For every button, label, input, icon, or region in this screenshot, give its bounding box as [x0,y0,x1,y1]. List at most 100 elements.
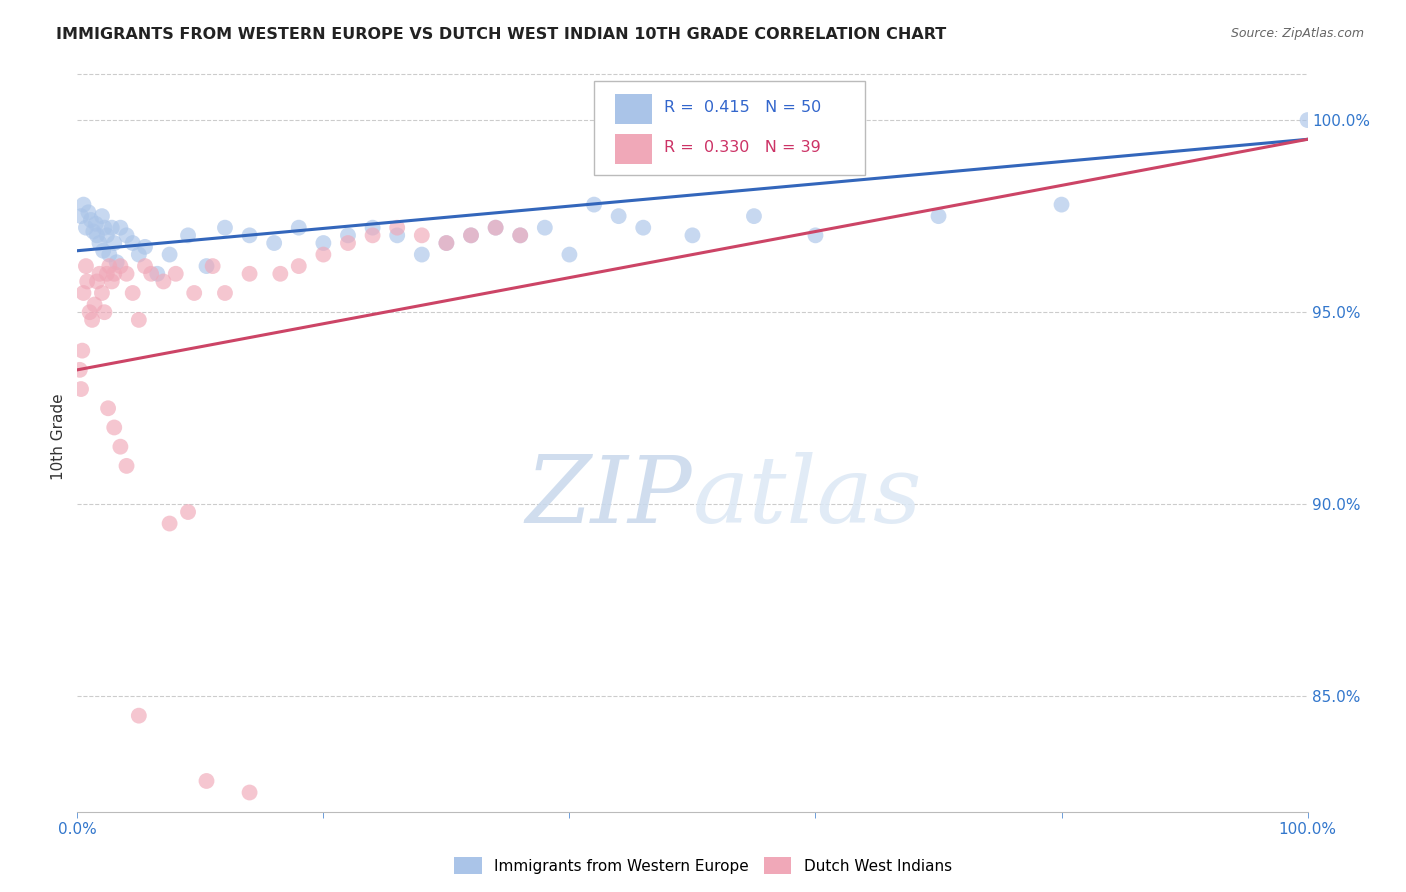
Point [195,774,218,789]
Point [387,220,409,235]
Point [128,708,150,723]
Point [84,217,107,231]
Point [558,247,581,261]
Point [103,267,125,281]
Point [134,259,156,273]
Point [70,209,93,223]
Point [165,267,187,281]
Point [742,209,765,223]
Point [460,228,482,243]
Point [436,235,458,250]
Point [110,440,132,454]
Point [82,313,104,327]
Point [80,213,103,227]
Point [121,235,143,250]
Point [75,220,97,235]
Point [86,228,108,243]
Point [77,205,100,219]
Point [121,285,143,300]
Point [93,305,115,319]
Point [436,235,458,250]
Point [288,259,311,273]
Point [239,785,262,799]
Point [101,220,124,235]
Point [115,458,138,473]
Point [96,228,118,243]
Point [269,267,291,281]
Point [128,313,150,327]
Point [89,235,111,250]
Point [509,228,531,243]
Point [101,275,124,289]
Point [239,228,262,243]
Point [1296,113,1319,128]
Point [134,240,156,254]
Point [411,247,433,261]
Point [146,267,169,281]
Point [83,297,105,311]
Text: R =  0.330   N = 39: R = 0.330 N = 39 [664,140,821,154]
Point [97,401,120,416]
Point [86,275,108,289]
Point [115,267,138,281]
Point [115,228,138,243]
Point [633,220,655,235]
Point [141,267,163,281]
Point [128,247,150,261]
Point [928,209,950,223]
Point [103,420,125,434]
Legend: Immigrants from Western Europe, Dutch West Indians: Immigrants from Western Europe, Dutch We… [449,851,957,880]
Point [201,259,224,273]
Point [214,220,236,235]
Point [75,259,97,273]
Bar [614,134,652,163]
Point [682,228,704,243]
Point [110,259,132,273]
Text: ZIP: ZIP [526,452,693,542]
Point [159,516,181,531]
Point [485,220,508,235]
Point [387,228,409,243]
Point [72,285,94,300]
Point [288,220,311,235]
Point [177,505,200,519]
Point [72,197,94,211]
Point [110,220,132,235]
Point [98,247,121,261]
Point [76,275,98,289]
Point [460,228,482,243]
Point [411,228,433,243]
Point [69,363,91,377]
Point [70,343,93,358]
Point [183,285,205,300]
Point [804,228,827,243]
Text: IMMIGRANTS FROM WESTERN EUROPE VS DUTCH WEST INDIAN 10TH GRADE CORRELATION CHART: IMMIGRANTS FROM WESTERN EUROPE VS DUTCH … [56,27,946,42]
Point [583,197,606,211]
Point [90,209,114,223]
Point [159,247,181,261]
Point [70,382,93,396]
Point [91,244,114,258]
Text: atlas: atlas [693,452,922,542]
Point [103,235,125,250]
Point [1050,197,1073,211]
Point [263,235,285,250]
Point [105,255,128,269]
Point [79,305,101,319]
Point [93,220,115,235]
Bar [614,94,652,124]
Point [152,275,174,289]
Point [312,235,335,250]
Point [214,285,236,300]
Point [509,228,531,243]
Point [337,235,360,250]
Point [98,259,121,273]
Point [361,228,384,243]
Point [312,247,335,261]
FancyBboxPatch shape [595,81,865,175]
Point [90,285,114,300]
Point [96,267,118,281]
Point [82,225,104,239]
Point [239,267,262,281]
Point [361,220,384,235]
